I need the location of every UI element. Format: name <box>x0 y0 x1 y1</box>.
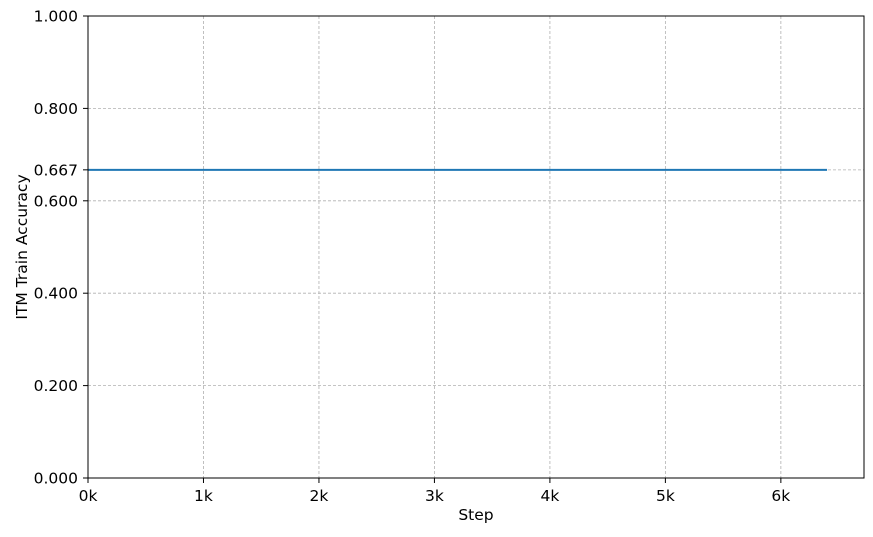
x-tick-label: 4k <box>540 487 559 505</box>
y-tick-label: 0.667 <box>34 161 78 179</box>
x-tick-label: 2k <box>310 487 329 505</box>
x-tick-label: 0k <box>79 487 98 505</box>
x-tick-label: 5k <box>656 487 675 505</box>
plot-frame <box>87 15 865 479</box>
x-axis: 0k 1k 2k 3k 4k 5k 6k <box>79 478 790 505</box>
y-tick-label: 0.600 <box>34 192 78 210</box>
y-tick-label: 0.400 <box>34 285 78 303</box>
y-tick-label: 0.000 <box>34 470 78 488</box>
grid <box>87 15 864 479</box>
y-axis: 0.000 0.200 0.400 0.600 0.667 0.800 1.000 <box>34 8 88 488</box>
x-axis-label: Step <box>458 506 493 524</box>
x-tick-label: 3k <box>425 487 444 505</box>
y-tick-label: 1.000 <box>34 8 78 26</box>
x-tick-label: 6k <box>771 487 790 505</box>
y-tick-label: 0.200 <box>34 377 78 395</box>
y-tick-label: 0.800 <box>34 100 78 118</box>
y-axis-label: ITM Train Accuracy <box>13 174 31 319</box>
x-tick-label: 1k <box>194 487 213 505</box>
